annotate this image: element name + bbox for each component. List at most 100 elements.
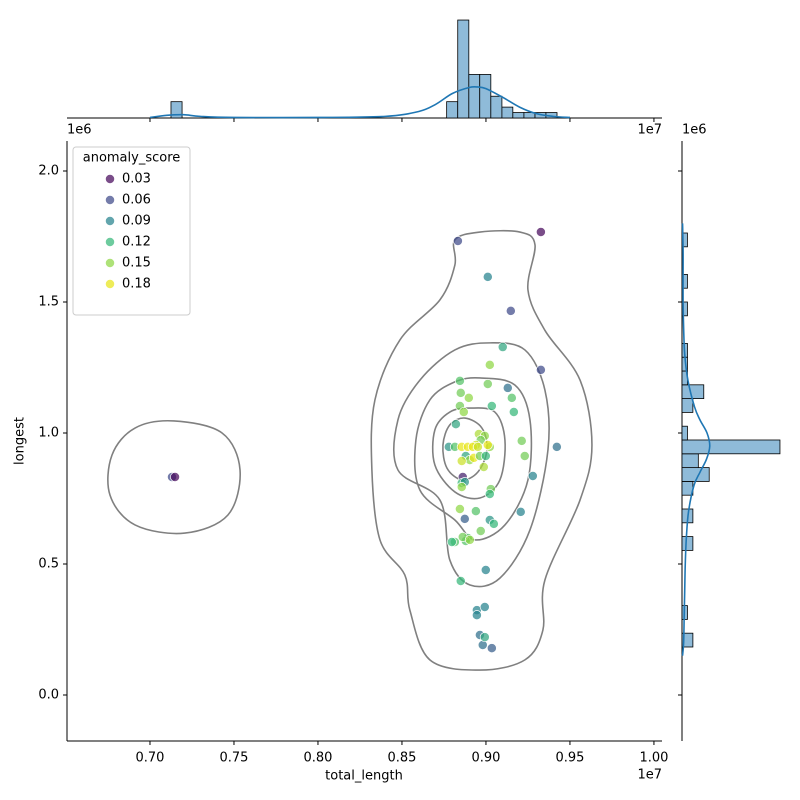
x-tick-label: 0.95 — [555, 751, 584, 766]
top-hist-bar — [490, 95, 503, 119]
right-hist-bar — [681, 398, 694, 413]
legend-label: 0.15 — [122, 256, 151, 271]
y-axis-label: longest — [13, 417, 28, 465]
scatter-point — [515, 506, 526, 517]
top-hist-bar — [501, 106, 514, 119]
x-tick-label: 1.00 — [639, 751, 668, 766]
top-hist-bar — [479, 74, 492, 119]
top-hist-bar — [468, 74, 481, 119]
legend-marker — [105, 174, 115, 184]
right-hist-bar — [681, 384, 705, 399]
scatter-point — [516, 435, 527, 446]
scatter-point — [471, 610, 482, 621]
scatter-point — [486, 643, 497, 654]
scatter-point — [519, 451, 530, 462]
top-x-offset-label: 1e7 — [637, 123, 662, 138]
top-hist-bar — [512, 112, 525, 119]
legend-label: 0.03 — [122, 172, 151, 187]
right-kde-line — [681, 223, 711, 656]
scatter-point — [478, 462, 489, 473]
x-axis-label: total_length — [325, 769, 403, 784]
x-tick-label: 0.80 — [303, 751, 332, 766]
scatter-point — [484, 359, 495, 370]
scatter-point — [551, 441, 562, 452]
scatter-point — [480, 565, 491, 575]
scatter-point — [482, 379, 493, 389]
right-hist-bar — [681, 536, 694, 551]
scatter-point — [535, 364, 546, 375]
scatter-point — [446, 537, 457, 547]
x-tick-label: 0.85 — [387, 751, 416, 766]
top-hist-bar — [170, 101, 183, 119]
scatter-point — [527, 471, 538, 481]
legend-marker — [105, 279, 115, 289]
scatter-point — [502, 382, 513, 393]
right-hist-bar — [681, 439, 781, 455]
scatter-point — [506, 392, 517, 403]
top-hist-bar — [457, 19, 470, 119]
y-tick-label: 1.0 — [38, 425, 59, 440]
top-kde-line — [149, 85, 570, 119]
right-hist-bar — [681, 274, 688, 289]
scatter-point — [456, 456, 467, 466]
legend-title: anomaly_score — [83, 151, 181, 166]
kde-contour — [107, 419, 241, 535]
scatter-point — [455, 576, 466, 586]
y-offset-label: 1e6 — [67, 123, 92, 138]
legend-label: 0.09 — [122, 214, 151, 229]
right-hist-bar — [681, 301, 688, 317]
scatter-point — [464, 534, 475, 545]
scatter-point — [484, 489, 495, 499]
scatter-point — [472, 441, 483, 452]
legend-marker — [105, 216, 115, 226]
legend-marker — [105, 237, 115, 247]
y-tick-label: 1.5 — [38, 294, 59, 309]
y-tick-label: 0.5 — [38, 556, 59, 571]
scatter-point — [450, 419, 461, 430]
scatter-point — [458, 407, 469, 417]
scatter-point — [497, 342, 508, 353]
legend: anomaly_score 0.03 0.06 0.09 0.12 0.15 0.18 — [72, 146, 191, 316]
legend-marker — [105, 195, 115, 205]
scatter-point — [452, 236, 463, 246]
x-tick-label: 0.75 — [219, 751, 248, 766]
scatter-point — [482, 271, 493, 282]
scatter-point — [463, 392, 474, 403]
scatter-point — [486, 401, 497, 411]
scatter-point — [454, 375, 465, 386]
right-hist-bar — [681, 453, 699, 469]
kde-contour — [431, 407, 506, 500]
scatter-point — [475, 526, 486, 536]
y-tick-label: 0.0 — [38, 687, 59, 702]
scatter-point — [459, 513, 470, 524]
right-y-offset-label: 1e6 — [682, 123, 707, 138]
legend-marker — [105, 258, 115, 268]
scatter-point — [170, 472, 180, 482]
x-tick-label: 0.70 — [136, 751, 165, 766]
kde-contour — [370, 229, 593, 671]
scatter-point — [456, 482, 467, 492]
legend-box — [72, 146, 191, 316]
scatter-point — [479, 632, 490, 643]
legend-label: 0.18 — [122, 277, 151, 292]
scatter-point — [482, 440, 493, 450]
scatter-point — [505, 305, 516, 316]
right-hist-bar — [681, 425, 688, 441]
legend-label: 0.06 — [122, 193, 151, 208]
scatter-point — [535, 227, 546, 237]
right-hist-bar — [681, 632, 694, 648]
scatter-point — [508, 407, 519, 417]
scatter-point — [454, 504, 465, 514]
scatter-point — [488, 518, 499, 529]
scatter-point — [479, 602, 490, 612]
legend-label: 0.12 — [122, 235, 151, 250]
scatter-point — [480, 451, 491, 462]
top-hist-bar — [446, 101, 459, 119]
scatter-point — [470, 506, 481, 517]
x-offset-label: 1e7 — [637, 768, 662, 783]
scatter-point — [455, 387, 466, 398]
y-tick-label: 2.0 — [38, 163, 59, 178]
right-hist-bar — [681, 232, 688, 248]
